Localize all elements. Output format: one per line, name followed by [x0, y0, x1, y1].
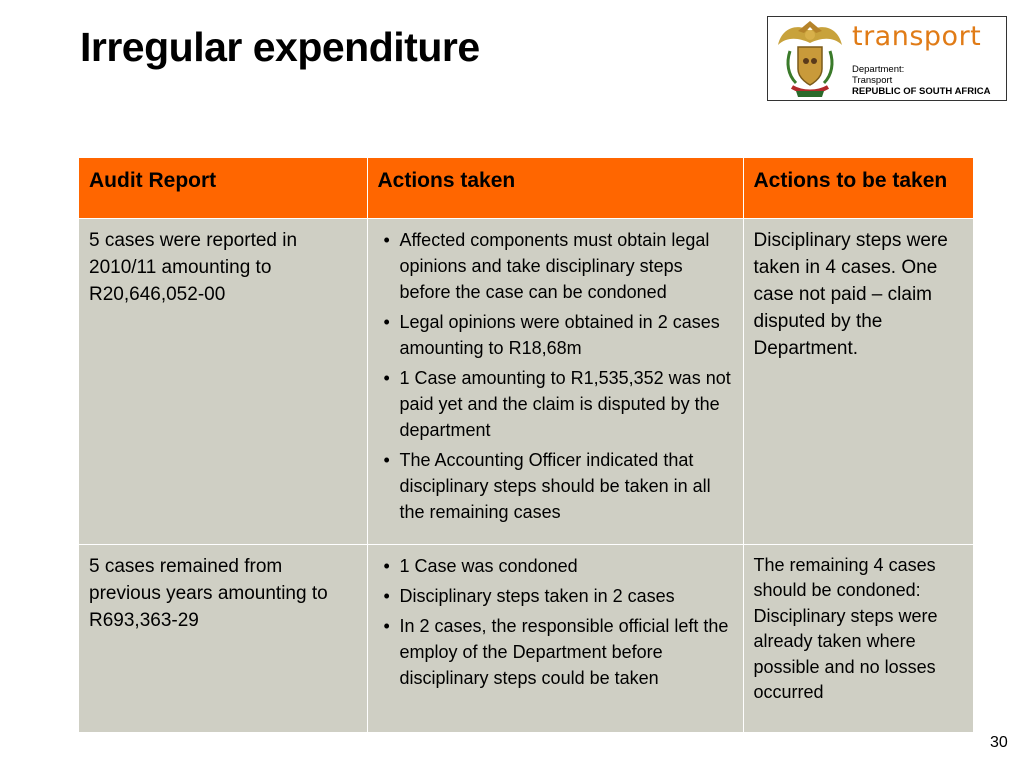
logo-wordmark: transport [852, 21, 982, 52]
cell-actions-taken: 1 Case was condoned Disciplinary steps t… [367, 543, 744, 732]
list-item: 1 Case was condoned [378, 553, 733, 579]
logo-line-transport: Transport [852, 75, 893, 86]
header-actions-taken: Actions taken [367, 158, 744, 218]
list-item: Affected components must obtain legal op… [378, 227, 733, 305]
logo-line-department: Department: [852, 64, 905, 75]
cell-audit-report: 5 cases were reported in 2010/11 amounti… [79, 217, 368, 544]
header-actions-to-be-taken: Actions to be taken [743, 158, 974, 218]
coat-of-arms-icon [778, 21, 842, 97]
logo-line-country: REPUBLIC OF SOUTH AFRICA [852, 86, 991, 97]
actions-list: 1 Case was condoned Disciplinary steps t… [378, 553, 733, 691]
table-row: 5 cases were reported in 2010/11 amounti… [79, 217, 974, 544]
cell-actions-taken: Affected components must obtain legal op… [367, 217, 744, 544]
logo-department-text: Department: Transport REPUBLIC OF SOUTH … [852, 64, 990, 97]
list-item: 1 Case amounting to R1,535,352 was not p… [378, 365, 733, 443]
header-audit-report: Audit Report [79, 158, 368, 218]
list-item: In 2 cases, the responsible official lef… [378, 613, 733, 691]
cell-actions-to-be-taken: The remaining 4 cases should be condoned… [743, 543, 974, 732]
cell-audit-report: 5 cases remained from previous years amo… [79, 543, 368, 732]
cell-actions-to-be-taken: Disciplinary steps were taken in 4 cases… [743, 217, 974, 544]
table-header-row: Audit Report Actions taken Actions to be… [79, 158, 974, 218]
actions-list: Affected components must obtain legal op… [378, 227, 733, 525]
table-row: 5 cases remained from previous years amo… [79, 543, 974, 732]
list-item: The Accounting Officer indicated that di… [378, 447, 733, 525]
page-title: Irregular expenditure [80, 24, 480, 70]
expenditure-table: Audit Report Actions taken Actions to be… [79, 158, 974, 732]
list-item: Disciplinary steps taken in 2 cases [378, 583, 733, 609]
page-number: 30 [990, 734, 1008, 751]
department-logo: transport Department: Transport REPUBLIC… [767, 16, 1007, 101]
list-item: Legal opinions were obtained in 2 cases … [378, 309, 733, 361]
